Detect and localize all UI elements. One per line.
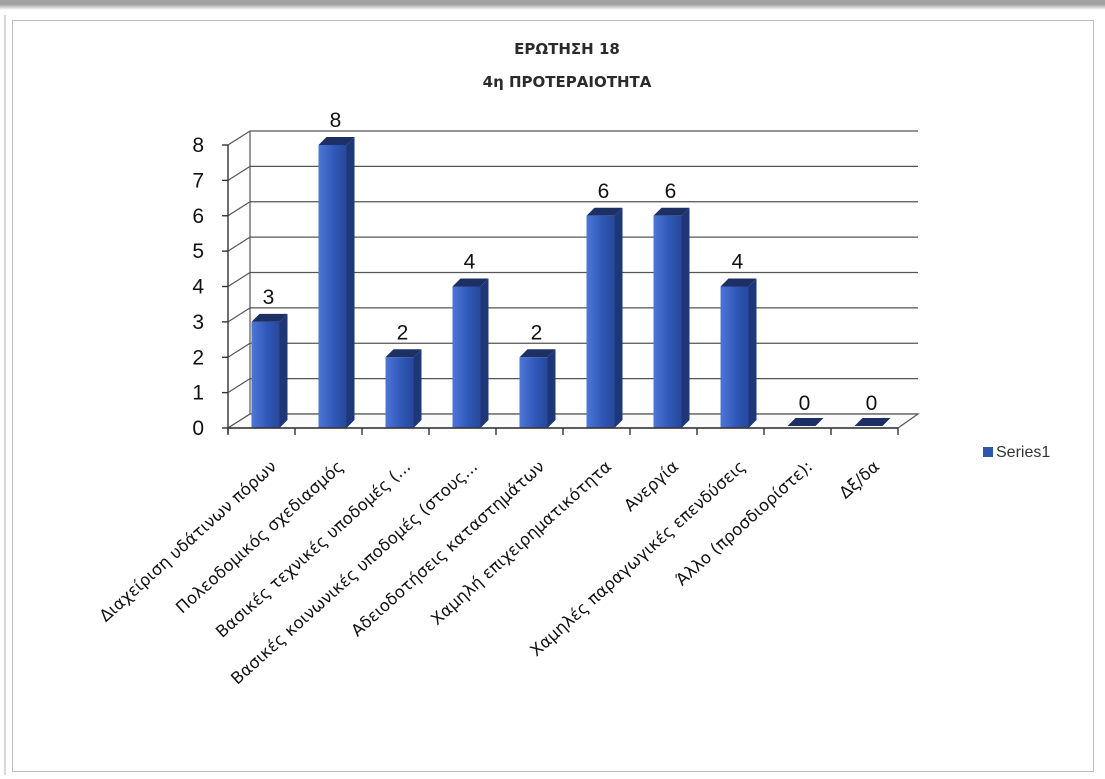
- bar-front: [720, 286, 749, 428]
- data-label: 4: [464, 251, 476, 274]
- bar: [854, 418, 891, 426]
- gridline-depth: [227, 307, 251, 323]
- bar-front: [318, 145, 347, 428]
- bar-top: [653, 207, 690, 216]
- chart-title: ΕΡΩΤΗΣΗ 18: [514, 40, 620, 58]
- bar: [385, 349, 422, 428]
- bar: [787, 418, 824, 426]
- data-label: 2: [397, 321, 409, 344]
- gridline-depth: [227, 271, 251, 288]
- x-category-label: Βασικές κοινωνικές υποδομές (στους...: [227, 457, 481, 688]
- bar-top: [720, 278, 757, 287]
- bar: [586, 207, 623, 428]
- y-tick-label: 3: [192, 311, 204, 334]
- bar-top: [452, 278, 489, 287]
- bar: [452, 278, 489, 428]
- bar-front: [519, 357, 548, 428]
- bar-side: [346, 137, 355, 428]
- chart-subtitle: 4η ΠΡΟΤΕΡΑΙΟΤΗΤΑ: [483, 73, 652, 91]
- bar-side: [614, 207, 623, 428]
- gridline-depth: [227, 378, 251, 394]
- x-category-label: Ανεργία: [620, 457, 682, 515]
- bar: [653, 207, 690, 428]
- gridline-depth: [227, 236, 251, 252]
- bar-flat: [787, 418, 824, 426]
- bar-front: [251, 321, 280, 428]
- bar-side: [547, 349, 556, 428]
- bar: [720, 278, 757, 428]
- cropped-heading-strip: [0, 0, 1105, 10]
- data-labels: 3 8 2 4 2 6 6 4 0 0: [263, 109, 878, 415]
- data-label: 4: [732, 251, 744, 274]
- x-category-label: Άλλο (προσδιορίστε):: [672, 457, 816, 589]
- legend: Series1: [983, 444, 1050, 461]
- y-tick-label: 1: [192, 382, 204, 405]
- bar-side: [748, 278, 757, 428]
- bar-top: [251, 313, 288, 322]
- bar: [251, 313, 288, 428]
- legend-swatch-series1: [983, 447, 993, 457]
- y-tick-label: 8: [192, 134, 204, 157]
- bar-top: [519, 349, 556, 358]
- y-tick-label: 0: [192, 417, 204, 440]
- data-label: 0: [799, 392, 811, 415]
- bar-series: [251, 137, 891, 428]
- bar-front: [586, 215, 615, 428]
- bar-front: [653, 215, 682, 428]
- y-axis: 0 1 2 3 4 5 6 7 8: [192, 134, 229, 440]
- y-tick-label: 2: [192, 346, 204, 369]
- bar-front: [452, 286, 481, 428]
- data-label: 3: [263, 286, 275, 309]
- gridline-depth: [227, 130, 251, 146]
- gridline-depth: [227, 201, 251, 217]
- data-label: 6: [665, 180, 677, 203]
- bar-top: [318, 137, 355, 145]
- gridline-depth: [227, 165, 251, 181]
- y-tick-label: 5: [192, 240, 204, 263]
- bar-side: [279, 313, 288, 428]
- data-label: 6: [598, 180, 610, 203]
- y-tick-label: 6: [192, 205, 204, 228]
- bar-side: [681, 207, 690, 428]
- y-tick-label: 7: [192, 169, 204, 192]
- bar: [519, 349, 556, 428]
- bar-front: [385, 357, 414, 428]
- y-tick-label: 4: [192, 276, 204, 299]
- data-label: 2: [531, 321, 543, 344]
- bar: [318, 137, 355, 428]
- legend-label-series1: Series1: [996, 444, 1050, 461]
- bar-top: [385, 349, 422, 358]
- bar-side: [480, 278, 489, 428]
- document-margin-rule: [4, 15, 6, 775]
- data-label: 0: [866, 392, 878, 415]
- data-label: 8: [330, 109, 342, 132]
- bar-top: [586, 207, 623, 216]
- gridline-depth: [227, 342, 251, 358]
- bar-flat: [854, 418, 891, 426]
- x-category-label: Δξ/δα: [836, 457, 884, 503]
- bar-side: [413, 349, 422, 428]
